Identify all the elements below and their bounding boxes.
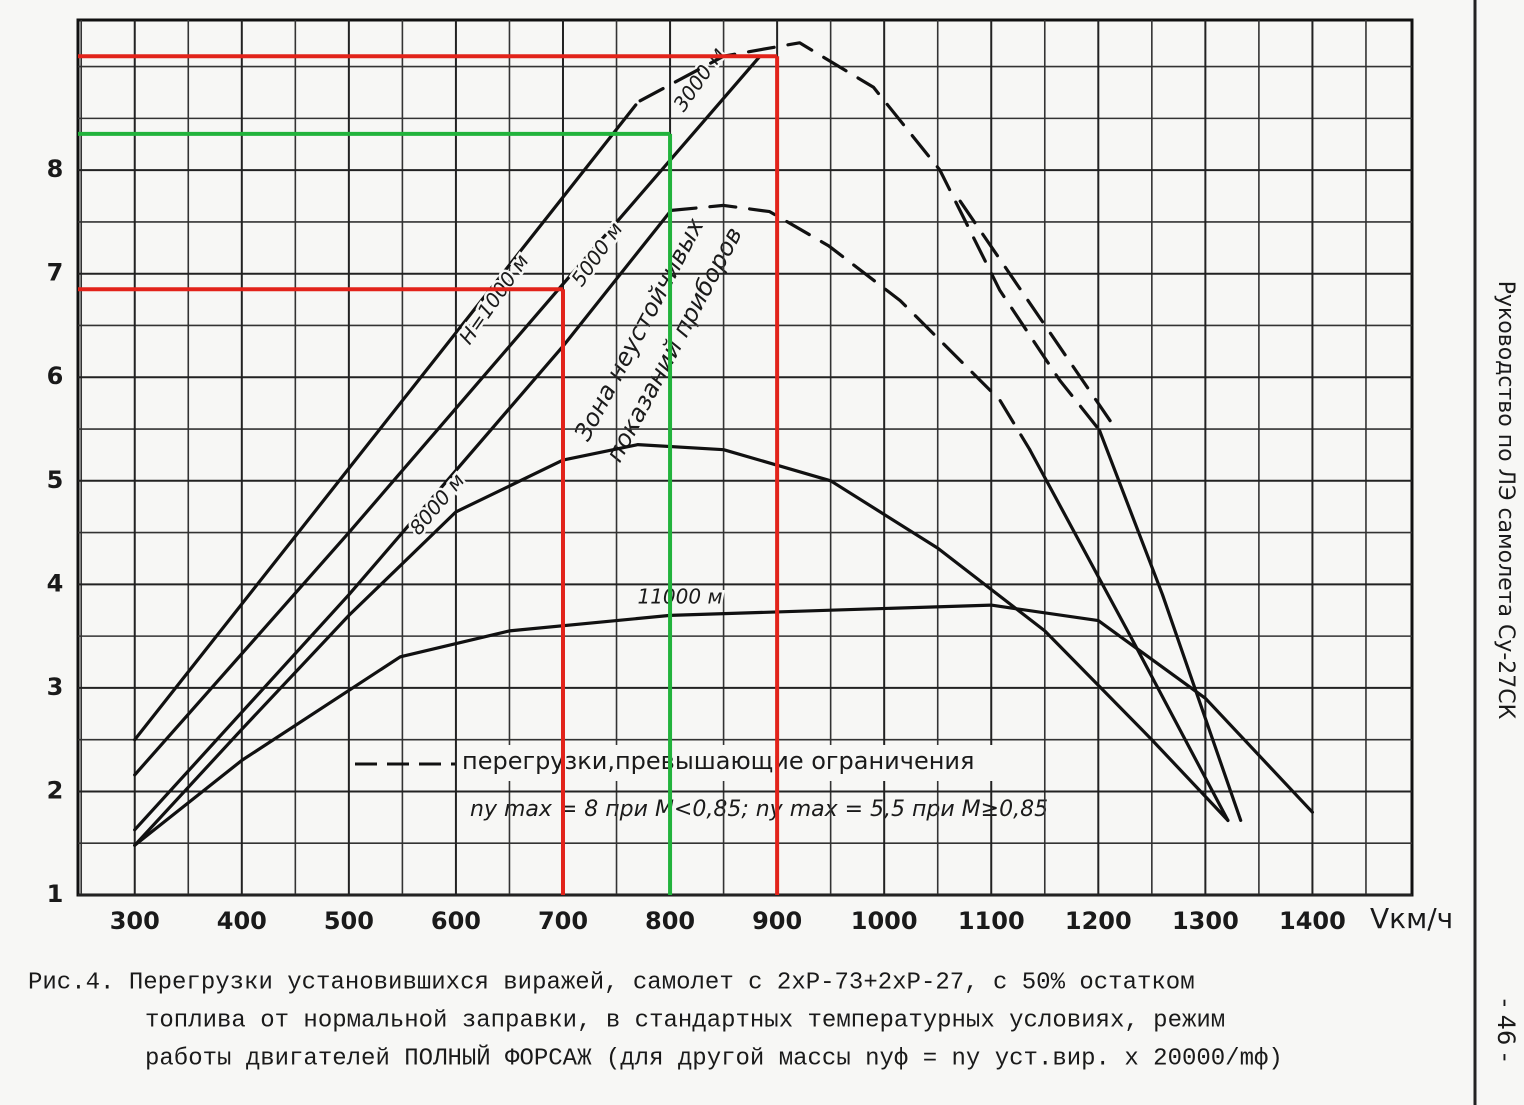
series-line xyxy=(638,41,1112,452)
x-tick-label: 500 xyxy=(324,907,374,935)
x-tick-label: 1300 xyxy=(1172,907,1239,935)
series-line xyxy=(133,210,1230,832)
x-tick-label: 1200 xyxy=(1065,907,1132,935)
x-tick-label: 600 xyxy=(431,907,481,935)
y-tick-label: 7 xyxy=(47,259,64,287)
y-tick-label: 6 xyxy=(47,362,64,390)
legend-label: перегрузки,превышающие ограничения xyxy=(462,747,974,775)
y-tick-label: 2 xyxy=(47,776,64,804)
y-tick-label: 4 xyxy=(47,569,64,597)
y-tick-label: 1 xyxy=(47,880,64,908)
page-number: - 46 - xyxy=(1492,998,1520,1061)
x-tick-label: 400 xyxy=(217,907,267,935)
series-label: 5000 м xyxy=(566,218,627,291)
series-line xyxy=(133,443,1230,847)
caption-line: топлива от нормальной заправки, в станда… xyxy=(145,1007,1225,1034)
series-line xyxy=(133,54,762,777)
x-tick-label: 900 xyxy=(752,907,802,935)
limits-bg xyxy=(465,790,1095,830)
limits-annotation: nу max = 8 при M<0,85; nу max = 5,5 при … xyxy=(470,797,1048,822)
caption-line: Рис.4. Перегрузки установившихся виражей… xyxy=(28,969,1195,996)
x-tick-label: 1100 xyxy=(958,907,1025,935)
x-axis-label: Vкм/ч xyxy=(1370,902,1453,935)
x-tick-label: 300 xyxy=(110,907,160,935)
y-tick-label: 8 xyxy=(47,155,64,183)
caption-line: работы двигателей ПОЛНЫЙ ФОРСАЖ (для дру… xyxy=(145,1044,1283,1072)
x-tick-label: 800 xyxy=(645,907,695,935)
x-tick-label: 1400 xyxy=(1279,907,1346,935)
y-tick-label: 3 xyxy=(47,673,64,701)
y-tick-label: 5 xyxy=(47,466,64,494)
series-line xyxy=(133,603,1314,847)
legend-bg xyxy=(458,745,1018,781)
series-line xyxy=(133,103,1243,822)
series-label: 11000 м xyxy=(637,585,722,609)
x-tick-label: 1000 xyxy=(851,907,918,935)
side-title: Руководство по ЛЭ самолета Су-27СК xyxy=(1493,281,1518,720)
x-tick-label: 700 xyxy=(538,907,588,935)
